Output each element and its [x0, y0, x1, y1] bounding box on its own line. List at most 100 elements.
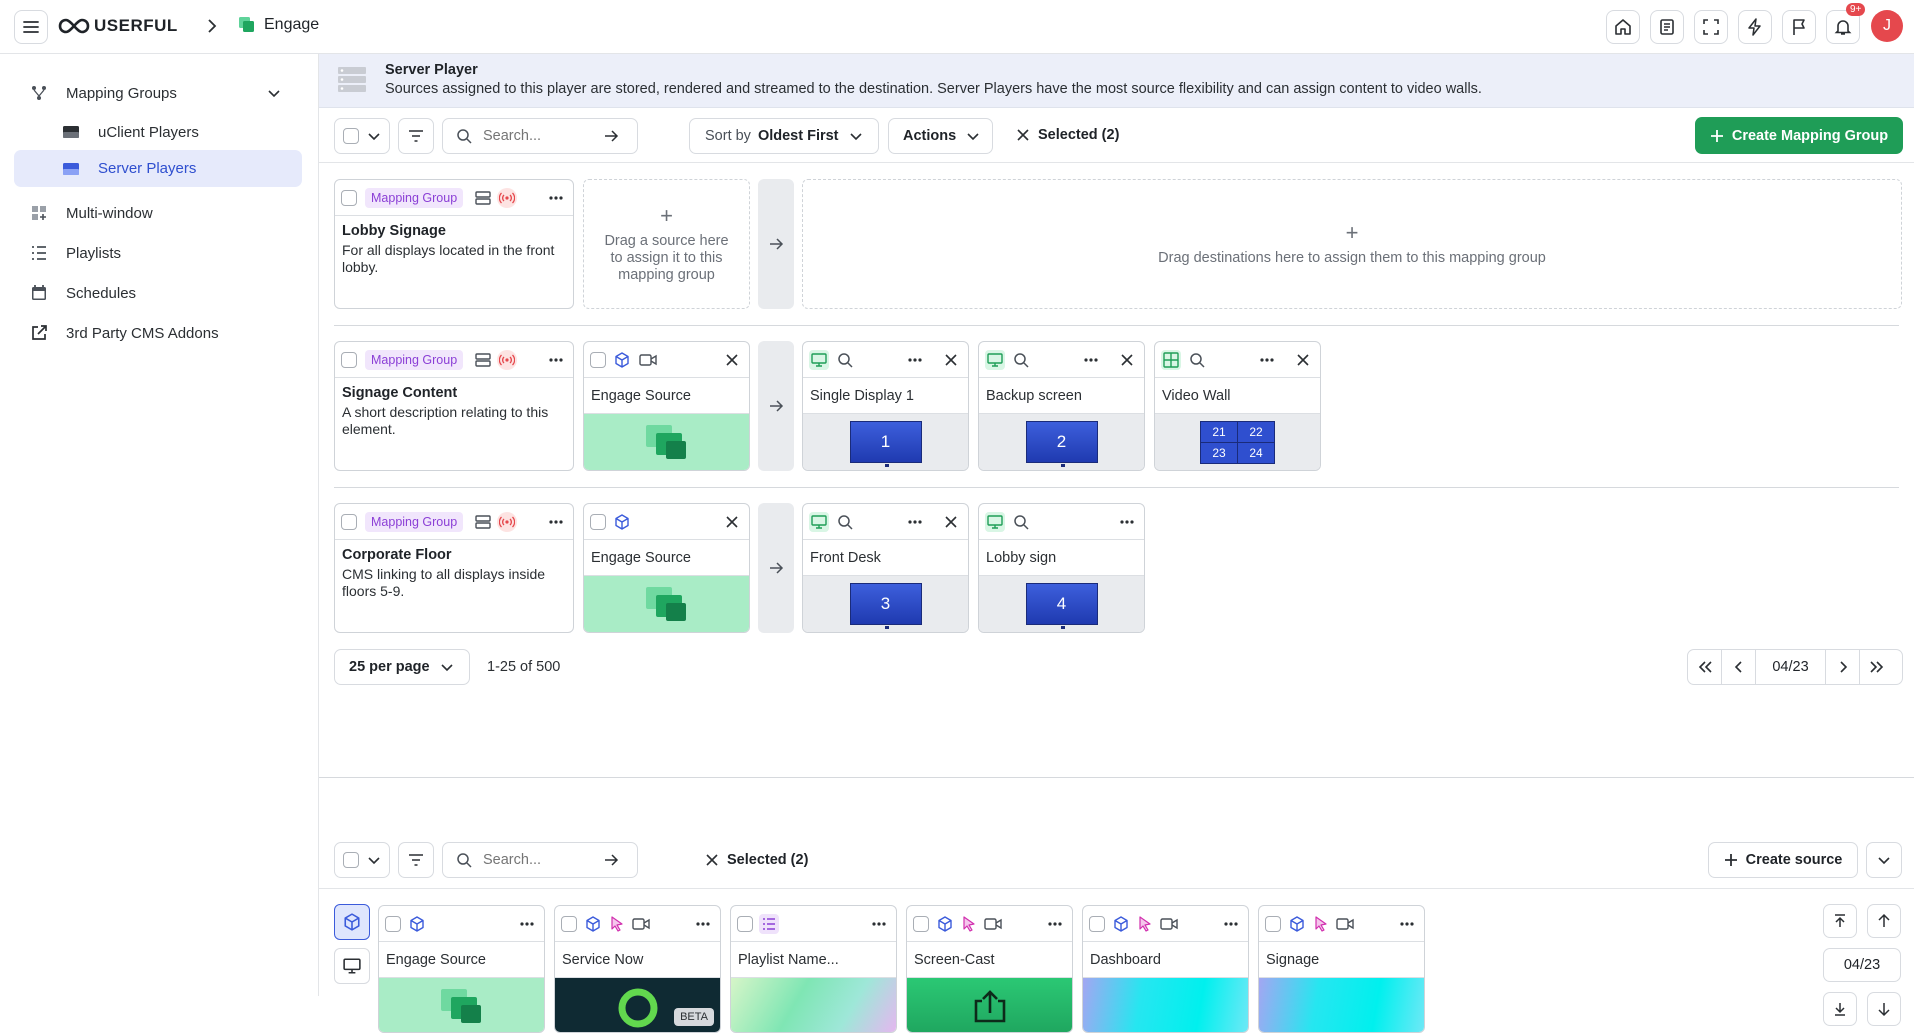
search-icon[interactable] — [835, 512, 855, 532]
actions-dropdown[interactable]: Actions — [888, 118, 993, 154]
search-icon[interactable] — [1011, 512, 1031, 532]
destination-card-front-desk[interactable]: Front Desk 3 — [802, 503, 969, 633]
source-search-input[interactable] — [483, 852, 603, 868]
next-page-button[interactable] — [1826, 650, 1860, 684]
home-button[interactable] — [1606, 10, 1640, 44]
first-page-button[interactable] — [1688, 650, 1722, 684]
flag-button[interactable] — [1782, 10, 1816, 44]
quick-actions-button[interactable] — [1738, 10, 1772, 44]
select-all-dropdown[interactable] — [334, 118, 390, 154]
card-checkbox[interactable] — [590, 513, 606, 530]
docs-button[interactable] — [1650, 10, 1684, 44]
filter-button[interactable] — [398, 118, 434, 154]
destination-card-lobby-sign[interactable]: Lobby sign 4 — [978, 503, 1145, 633]
remove-button[interactable] — [1292, 349, 1314, 371]
search-input[interactable] — [483, 128, 603, 144]
card-checkbox[interactable] — [341, 513, 357, 530]
scroll-down-button[interactable] — [1867, 992, 1901, 1026]
more-options-button[interactable] — [545, 187, 567, 209]
search-icon[interactable] — [835, 350, 855, 370]
more-options-button[interactable] — [692, 913, 714, 935]
more-options-button[interactable] — [904, 349, 926, 371]
source-select-all-dropdown[interactable] — [334, 842, 390, 878]
brand-logo[interactable]: USERFUL — [58, 16, 178, 36]
remove-button[interactable] — [940, 511, 962, 533]
select-all-checkbox[interactable] — [343, 852, 359, 868]
source-search-field[interactable] — [442, 842, 638, 878]
remove-button[interactable] — [721, 349, 743, 371]
scroll-bottom-button[interactable] — [1823, 992, 1857, 1026]
more-options-button[interactable] — [1220, 913, 1242, 935]
search-field[interactable] — [442, 118, 638, 154]
clear-selection-button[interactable]: Selected (2) — [1016, 127, 1119, 143]
card-checkbox[interactable] — [561, 915, 577, 932]
sidebar-item-cms-addons[interactable]: 3rd Party CMS Addons — [30, 318, 292, 348]
card-checkbox[interactable] — [341, 189, 357, 206]
source-card-playlist[interactable]: Playlist Name... — [730, 905, 897, 1033]
more-options-button[interactable] — [545, 511, 567, 533]
remove-button[interactable] — [721, 511, 743, 533]
create-source-button[interactable]: Create source — [1708, 842, 1858, 878]
source-filter-button[interactable] — [398, 842, 434, 878]
more-options-button[interactable] — [516, 913, 538, 935]
card-checkbox[interactable] — [590, 351, 606, 368]
source-card-screen-cast[interactable]: Screen-Cast — [906, 905, 1073, 1033]
remove-button[interactable] — [1116, 349, 1138, 371]
source-card-engage-source[interactable]: Engage Source — [378, 905, 545, 1033]
sidebar-item-uclient-players[interactable]: uClient Players — [62, 117, 302, 147]
more-options-button[interactable] — [1116, 511, 1138, 533]
destination-card-single-display-1[interactable]: Single Display 1 1 — [802, 341, 969, 471]
mapping-group-card-lobby-signage[interactable]: Mapping Group Lobby Signage For all disp… — [334, 179, 574, 309]
sidebar-item-playlists[interactable]: Playlists — [30, 238, 292, 268]
scroll-up-button[interactable] — [1867, 904, 1901, 938]
search-icon[interactable] — [1011, 350, 1031, 370]
breadcrumb[interactable]: Engage — [238, 16, 319, 34]
avatar[interactable]: J — [1871, 10, 1903, 42]
more-options-button[interactable] — [1080, 349, 1102, 371]
fullscreen-button[interactable] — [1694, 10, 1728, 44]
remove-button[interactable] — [940, 349, 962, 371]
destination-card-backup-screen[interactable]: Backup screen 2 — [978, 341, 1145, 471]
card-checkbox[interactable] — [1089, 915, 1105, 932]
destination-view-toggle[interactable] — [334, 948, 370, 984]
card-checkbox[interactable] — [1265, 915, 1281, 932]
source-card-dashboard[interactable]: Dashboard — [1082, 905, 1249, 1033]
source-card-signage[interactable]: Signage — [1258, 905, 1425, 1033]
card-checkbox[interactable] — [737, 915, 753, 932]
mapping-group-card-corporate-floor[interactable]: Mapping Group Corporate Floor CMS linkin… — [334, 503, 574, 633]
sidebar-item-mapping-groups[interactable]: Mapping Groups — [30, 78, 292, 108]
more-options-button[interactable] — [904, 511, 926, 533]
sidebar-item-multi-window[interactable]: Multi-window — [30, 198, 292, 228]
select-all-checkbox[interactable] — [343, 128, 359, 144]
menu-button[interactable] — [14, 10, 48, 44]
mapping-group-card-signage-content[interactable]: Mapping Group Signage Content A short de… — [334, 341, 574, 471]
more-options-button[interactable] — [545, 349, 567, 371]
destination-drop-zone[interactable]: + Drag destinations here to assign them … — [802, 179, 1902, 309]
create-mapping-group-button[interactable]: Create Mapping Group — [1695, 117, 1903, 154]
card-checkbox[interactable] — [341, 351, 357, 368]
card-checkbox[interactable] — [913, 915, 929, 932]
more-options-button[interactable] — [1396, 913, 1418, 935]
destination-card-video-wall[interactable]: Video Wall 21 22 23 24 — [1154, 341, 1321, 471]
page-indicator[interactable]: 04/23 — [1756, 650, 1826, 684]
panel-collapse-button[interactable] — [1866, 842, 1902, 878]
sidebar-item-server-players[interactable]: Server Players — [14, 150, 302, 187]
sidebar-item-schedules[interactable]: Schedules — [30, 278, 292, 308]
arrow-right-icon[interactable] — [603, 852, 619, 868]
more-options-button[interactable] — [868, 913, 890, 935]
source-drop-zone[interactable]: + Drag a source here to assign it to thi… — [583, 179, 750, 309]
source-clear-selection-button[interactable]: Selected (2) — [705, 852, 808, 868]
source-page-indicator[interactable]: 04/23 — [1823, 948, 1901, 982]
sort-dropdown[interactable]: Sort by Oldest First — [689, 118, 879, 154]
arrow-right-icon[interactable] — [603, 128, 619, 144]
card-checkbox[interactable] — [385, 915, 401, 932]
search-icon[interactable] — [1187, 350, 1207, 370]
scroll-top-button[interactable] — [1823, 904, 1857, 938]
source-view-toggle[interactable] — [334, 904, 370, 940]
per-page-dropdown[interactable]: 25 per page — [334, 649, 470, 685]
more-options-button[interactable] — [1256, 349, 1278, 371]
source-card-engage[interactable]: Engage Source — [583, 341, 750, 471]
more-options-button[interactable] — [1044, 913, 1066, 935]
source-card-service-now[interactable]: Service Now BETA — [554, 905, 721, 1033]
last-page-button[interactable] — [1860, 650, 1894, 684]
